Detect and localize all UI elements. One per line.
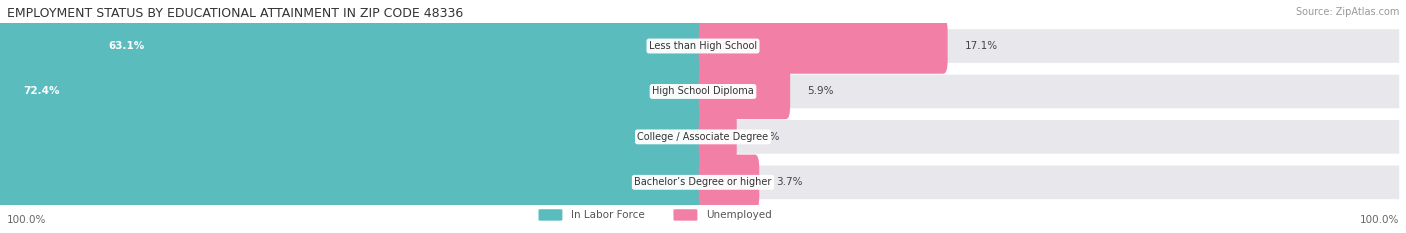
FancyBboxPatch shape: [7, 120, 1399, 154]
Text: In Labor Force: In Labor Force: [571, 210, 644, 220]
FancyBboxPatch shape: [699, 64, 790, 119]
Text: Source: ZipAtlas.com: Source: ZipAtlas.com: [1295, 7, 1399, 17]
FancyBboxPatch shape: [0, 64, 707, 119]
Text: 100.0%: 100.0%: [7, 215, 46, 225]
FancyBboxPatch shape: [7, 75, 1399, 108]
Text: Unemployed: Unemployed: [706, 210, 772, 220]
Text: Bachelor’s Degree or higher: Bachelor’s Degree or higher: [634, 177, 772, 187]
Text: 72.4%: 72.4%: [22, 86, 59, 96]
FancyBboxPatch shape: [0, 18, 707, 74]
FancyBboxPatch shape: [699, 18, 948, 74]
Text: High School Diploma: High School Diploma: [652, 86, 754, 96]
Text: 17.1%: 17.1%: [965, 41, 998, 51]
Text: 3.7%: 3.7%: [776, 177, 803, 187]
Text: EMPLOYMENT STATUS BY EDUCATIONAL ATTAINMENT IN ZIP CODE 48336: EMPLOYMENT STATUS BY EDUCATIONAL ATTAINM…: [7, 7, 464, 20]
Text: 2.1%: 2.1%: [754, 132, 780, 142]
FancyBboxPatch shape: [699, 109, 737, 164]
Text: Less than High School: Less than High School: [650, 41, 756, 51]
FancyBboxPatch shape: [699, 155, 759, 210]
Text: 5.9%: 5.9%: [807, 86, 834, 96]
FancyBboxPatch shape: [0, 155, 707, 210]
FancyBboxPatch shape: [0, 109, 707, 164]
FancyBboxPatch shape: [7, 165, 1399, 199]
FancyBboxPatch shape: [673, 209, 697, 221]
FancyBboxPatch shape: [7, 29, 1399, 63]
FancyBboxPatch shape: [538, 209, 562, 221]
Text: College / Associate Degree: College / Associate Degree: [637, 132, 769, 142]
Text: 63.1%: 63.1%: [108, 41, 145, 51]
Text: 100.0%: 100.0%: [1360, 215, 1399, 225]
